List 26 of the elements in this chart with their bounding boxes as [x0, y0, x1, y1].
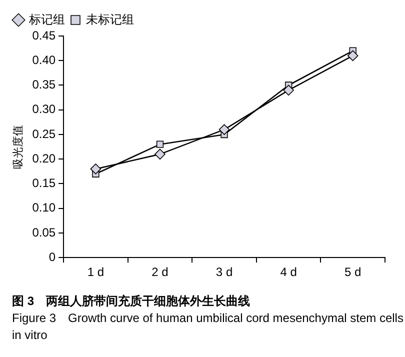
y-tick-label: 0.15 — [32, 176, 56, 190]
y-tick-label: 0.45 — [32, 28, 56, 42]
y-tick-label: 0.35 — [32, 78, 56, 92]
y-tick-label: 0.25 — [32, 126, 56, 141]
y-tick-label: 0.30 — [32, 102, 56, 116]
x-tick-label: 1 d — [87, 265, 104, 280]
point — [218, 124, 230, 135]
legend-label: 未标记组 — [86, 12, 134, 26]
x-tick-label: 5 d — [344, 265, 362, 280]
y-axis-title: 吸光度值 — [12, 124, 25, 169]
y-tick-label: 0.20 — [32, 151, 56, 166]
y-tick-label: 0.05 — [32, 225, 56, 240]
point — [90, 164, 102, 174]
point — [156, 140, 164, 148]
x-tick-label: 3 d — [216, 265, 233, 280]
point — [283, 84, 294, 96]
x-tick-label: 2 d — [152, 265, 168, 280]
caption: 图 3 两组人脐带间充质干细胞体外生长曲线 — [12, 293, 252, 310]
y-tick-label: 0 — [48, 250, 56, 264]
caption: Figure 3 Growth curve of human umbilical cord mesenchymal stem cells in vitro — [12, 310, 404, 344]
y-tick-label: 0.10 — [32, 200, 56, 215]
point — [347, 50, 358, 62]
legend-label: 标记组 — [28, 12, 65, 26]
y-tick-label: 0.40 — [32, 52, 56, 67]
point — [154, 148, 166, 160]
x-tick-label: 4 d — [280, 265, 297, 280]
